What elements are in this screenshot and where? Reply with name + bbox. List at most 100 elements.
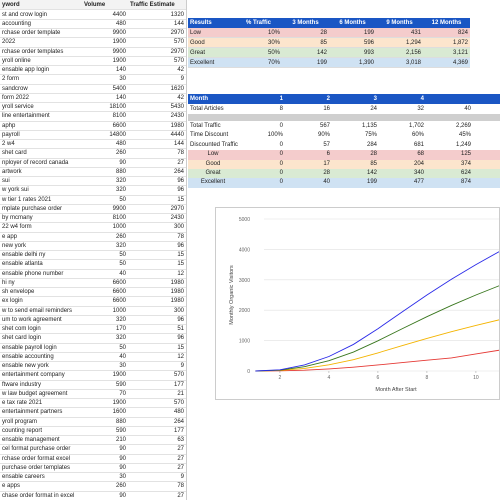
number-cell: 1320 [170,11,184,18]
number-cell: 27 [177,464,184,471]
keyword-cell: sui [2,178,10,184]
month-cell: 624 [426,169,473,179]
number-cell: 2430 [170,113,184,120]
number-cell: 144 [173,141,184,147]
keyword-cell: entertainment partners [2,409,63,416]
number-cell: 78 [177,150,184,157]
row-line [0,186,186,196]
number-cell: 50 [119,252,126,258]
row-line [0,29,186,39]
row-line [0,159,186,168]
month-cell: 17 [285,159,332,169]
row-line [0,334,186,344]
number-cell: 260 [115,150,126,157]
number-cell: 42 [177,67,184,73]
row-line [0,85,186,94]
number-cell: 12 [177,353,184,360]
month-cell: 284 [366,141,377,148]
keyword-cell: cel format purchase order [2,446,71,453]
result-cell: 30% [235,38,282,48]
keyword-cell: ensable phone number [2,270,64,277]
keyword-cell: ex login [2,298,23,305]
month-cell: 477 [379,178,426,188]
number-cell: 320 [115,178,126,184]
number-cell: 9 [180,363,184,369]
keyword-cell: chase order format in excel [2,492,75,499]
month-cell: 8 [279,106,283,112]
result-cell: 85 [282,38,329,48]
row-line [0,196,186,205]
row-line [0,112,186,122]
keyword-cell: payroll [2,131,20,138]
number-cell: 50 [119,196,126,203]
number-cell: 1980 [170,122,184,129]
column-header: Traffic Estimate [130,1,175,8]
number-cell: 1000 [112,224,126,231]
number-cell: 96 [177,316,184,323]
month-cell: 681 [413,141,424,148]
column-header: Results [188,18,235,28]
number-cell: 15 [177,196,184,203]
keyword-cell: ensable payroll login [2,344,57,351]
number-cell: 18100 [109,104,126,110]
month-cell: 1,249 [455,141,471,148]
result-cell: 28 [282,28,329,38]
row-line [0,316,186,325]
series-line [255,285,499,372]
row-line [0,48,186,57]
month-cell: 28 [332,150,379,160]
keyword-cell: ensable management [2,437,60,443]
keyword-cell: rchase order format excel [2,455,71,462]
month-cell: 0 [238,178,285,188]
keyword-cell: rchase order template [2,30,61,36]
month-cell: Good [188,159,238,169]
result-cell: 1,872 [423,38,470,48]
x-tick-label: 4 [328,375,331,381]
number-cell: 300 [173,307,184,314]
keyword-cell: yroll online [2,57,31,64]
number-cell: 30 [119,76,126,83]
number-cell: 590 [115,427,126,434]
number-cell: 177 [173,381,184,388]
keyword-cell: ensable new york [2,363,49,369]
keyword-cell: entertainment company [2,372,65,379]
number-cell: 42 [177,94,184,101]
divider [186,0,187,500]
number-cell: 14800 [109,131,126,138]
number-cell: 40 [119,353,126,360]
keyword-cell: e apps [2,483,21,490]
keyword-cell: ensable accounting [2,353,54,360]
result-cell: Great [188,48,235,58]
number-cell: 4400 [112,11,126,18]
keyword-cell: 22 w4 form [2,224,32,231]
number-cell: 5400 [112,85,126,92]
row-line [0,464,186,473]
number-cell: 40 [119,270,126,277]
number-cell: 96 [177,178,184,184]
row-line [0,103,186,113]
keyword-cell: w to send email reminders [2,307,73,314]
month-cell: 0 [238,169,285,179]
month-cell: Low [188,150,238,160]
number-cell: 6600 [112,298,126,305]
blue-extend [473,94,500,104]
row-line [0,482,186,492]
series-line [255,251,499,372]
column-header: 6 Months [329,18,376,28]
month-cell: 45% [458,132,471,139]
number-cell: 320 [115,316,126,323]
number-cell: 70 [119,390,126,397]
number-cell: 96 [177,335,184,342]
month-cell: Total Traffic [190,123,221,129]
number-cell: 264 [173,418,184,425]
result-cell: 3,121 [423,48,470,58]
row-line [0,131,186,140]
number-cell: 6600 [112,122,126,129]
keyword-cell: e tax rate 2021 [2,400,43,406]
number-cell: 21 [177,390,184,397]
number-cell: 1000 [112,307,126,314]
number-cell: 2970 [170,30,184,36]
number-cell: 2970 [170,48,184,55]
number-cell: 264 [173,168,184,175]
row-line [0,325,186,335]
